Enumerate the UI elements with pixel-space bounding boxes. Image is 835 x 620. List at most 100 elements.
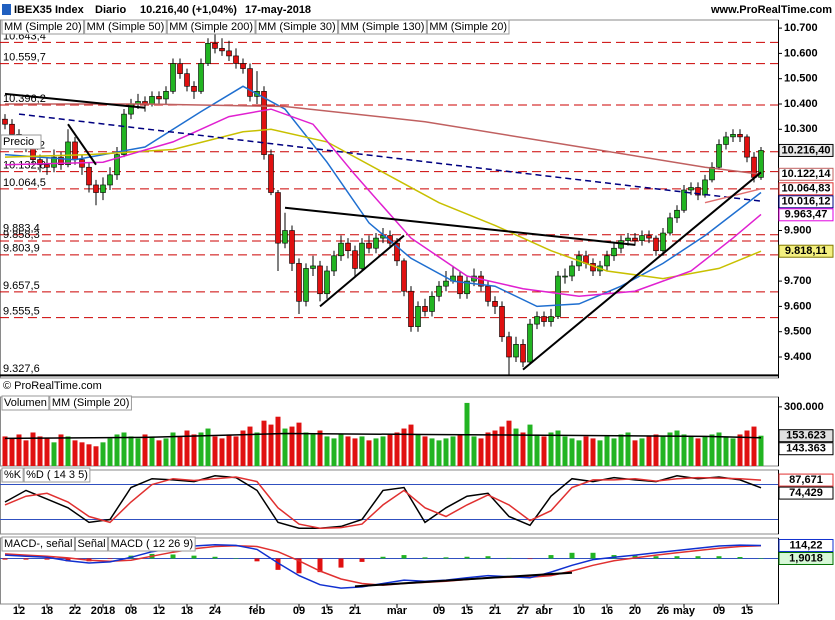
candle-body — [681, 189, 687, 211]
level-label: 9.555,5 — [3, 306, 40, 318]
histogram-bar — [65, 558, 71, 562]
y-tick-label: 9.600 — [784, 300, 812, 312]
value-box-label: 1,9018 — [789, 552, 823, 564]
volume-bar — [240, 430, 246, 466]
series-line — [4, 108, 762, 298]
volume-bar — [723, 436, 729, 466]
level-label: 9.327,6 — [3, 363, 40, 375]
volume-bar — [450, 436, 456, 466]
volume-bar — [72, 440, 78, 466]
value-box — [778, 143, 834, 157]
volume-bar — [317, 430, 323, 466]
x-tick-label: 27 — [517, 605, 529, 617]
trendline — [284, 206, 636, 246]
volume-bar — [744, 430, 750, 466]
level-label: 9.803,9 — [3, 243, 40, 255]
volume-bar — [352, 438, 358, 466]
candle-body — [317, 265, 323, 295]
candle-body — [219, 48, 225, 52]
y-tick-label: 9.900 — [784, 224, 812, 236]
x-tick-label: 15 — [741, 605, 753, 617]
histogram-bar — [107, 558, 113, 560]
candle-body — [548, 316, 554, 322]
candle-body — [373, 237, 379, 249]
level-label: 10.396,2 — [3, 93, 46, 105]
volume-bar — [303, 432, 309, 466]
x-tick-label: mar — [387, 605, 408, 617]
legend-entry: MM (Simple 20) — [52, 397, 130, 409]
volume-bar — [121, 432, 127, 466]
value-box-label: 9.963,47 — [785, 209, 828, 221]
histogram-bar — [674, 556, 680, 559]
candle-body — [674, 209, 680, 219]
candle-body — [527, 323, 533, 363]
y-tick-label: 300.000 — [784, 401, 824, 413]
legend-entry: Señal — [77, 538, 105, 550]
volume-bar — [184, 430, 190, 466]
volume-bar — [226, 434, 232, 466]
value-box-label: 87,671 — [789, 474, 823, 486]
x-tick-label: 15 — [321, 605, 333, 617]
candle-body — [121, 113, 127, 155]
candle-body — [282, 230, 288, 244]
candle-body — [429, 295, 435, 312]
histogram-bar — [695, 556, 701, 559]
volume-bar — [296, 422, 302, 466]
volume-bar — [373, 438, 379, 466]
histogram-bar — [527, 558, 533, 560]
x-tick-label: 20 — [629, 605, 641, 617]
legend-box — [74, 536, 109, 552]
volume-bar — [100, 442, 106, 466]
candle-body — [149, 96, 155, 105]
histogram-bar — [758, 558, 764, 559]
candle-body — [107, 174, 113, 186]
candle-body — [9, 123, 15, 135]
histogram-bar — [317, 558, 323, 573]
trendline — [522, 171, 762, 371]
candle-body — [709, 166, 715, 181]
legend-box — [1, 395, 50, 411]
candle-body — [513, 344, 519, 358]
volume-bar — [443, 438, 449, 466]
candle-body — [212, 42, 218, 49]
histogram-bar — [296, 558, 302, 574]
symbol: IBEX35 Index — [14, 4, 85, 16]
x-tick-label: 22 — [69, 605, 81, 617]
volume-bar — [408, 424, 414, 466]
histogram-bar — [485, 556, 491, 559]
histogram-bar — [338, 558, 344, 568]
volume-bar — [709, 434, 715, 466]
volume-bar — [58, 434, 64, 466]
legend-box — [1, 19, 85, 35]
histogram-bar — [569, 552, 575, 559]
copyright: © ProRealTime.com — [3, 380, 102, 392]
volume-bar — [163, 438, 169, 466]
candle-body — [639, 235, 645, 241]
volume-bar — [681, 434, 687, 466]
volume-bar — [576, 440, 582, 466]
series-line — [4, 128, 762, 280]
candle-body — [289, 230, 295, 264]
candle-body — [205, 42, 211, 64]
candle-body — [324, 270, 330, 295]
value-box-label: 10.216,40 — [782, 144, 831, 156]
histogram-bar — [590, 552, 596, 559]
volume-bar — [268, 424, 274, 466]
candle-body — [695, 187, 701, 196]
volume-bar — [548, 432, 554, 466]
x-tick-label: 18 — [41, 605, 53, 617]
legend-box — [426, 19, 510, 35]
legend-entry: %D ( 14 3 5) — [26, 469, 88, 481]
series-line — [4, 544, 762, 589]
candle-body — [86, 166, 92, 186]
legend-box — [1, 536, 75, 552]
candle-body — [744, 136, 750, 158]
histogram-bar — [506, 557, 512, 559]
candle-body — [702, 179, 708, 196]
candle-body — [443, 280, 449, 287]
volume-bar — [135, 438, 141, 466]
volume-bar — [737, 434, 743, 466]
volume-bar — [429, 438, 435, 466]
